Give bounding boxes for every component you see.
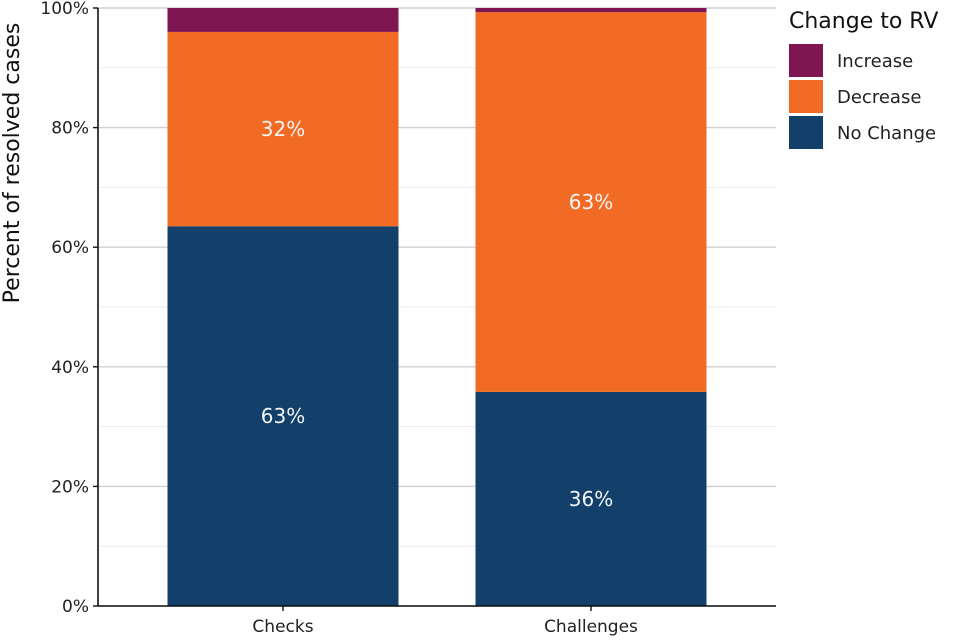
bar-segment-challenges-decrease [475, 12, 707, 392]
legend-label-increase: Increase [837, 51, 913, 72]
axes: 0% 20% 40% 60% 80% 100% Checks Challenges [40, 0, 776, 637]
x-tick-label-checks: Checks [252, 617, 313, 637]
legend-swatch-increase [789, 44, 823, 77]
data-label: 63% [261, 404, 305, 428]
bars [167, 8, 707, 606]
y-tick-label: 0% [62, 597, 89, 617]
legend: Change to RV Increase Decrease No Change [789, 9, 938, 149]
legend-label-decrease: Decrease [837, 87, 921, 108]
legend-swatch-decrease [789, 80, 823, 113]
legend-swatch-no-change [789, 116, 823, 149]
bar-segment-checks-increase [167, 8, 399, 32]
y-tick-label: 20% [51, 477, 89, 497]
data-label: 36% [569, 487, 613, 511]
y-tick-label: 60% [51, 238, 89, 258]
y-tick-label: 80% [51, 119, 89, 139]
bar-segment-challenges-increase [475, 8, 707, 13]
y-tick-label: 100% [40, 0, 89, 19]
data-labels: 63% 32% 36% 63% [261, 117, 613, 511]
legend-title: Change to RV [789, 9, 938, 34]
data-label: 32% [261, 117, 305, 141]
legend-label-no-change: No Change [837, 123, 936, 144]
bar-segment-challenges-no-change [475, 391, 707, 606]
bar-segment-checks-no-change [167, 226, 399, 606]
bar-segment-checks-decrease [167, 31, 399, 227]
x-tick-label-challenges: Challenges [544, 617, 638, 637]
data-label: 63% [569, 190, 613, 214]
y-tick-label: 40% [51, 358, 89, 378]
y-axis-title: Percent of resolved cases [0, 23, 25, 304]
